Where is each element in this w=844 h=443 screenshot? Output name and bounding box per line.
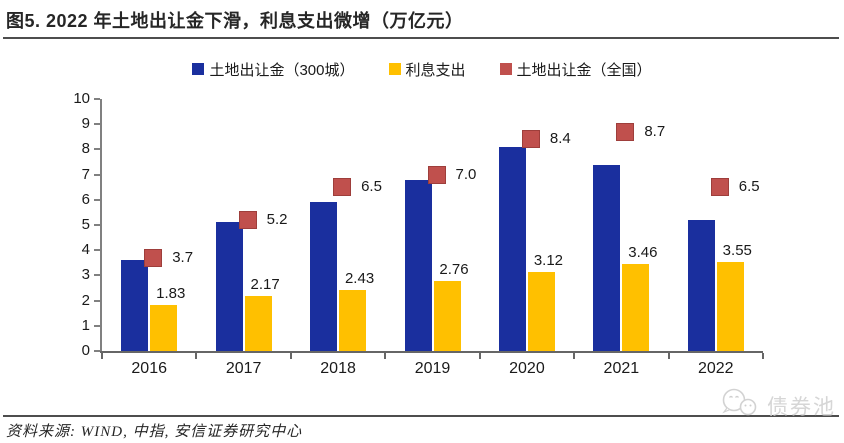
bar-interest-expense [339, 289, 367, 351]
legend-item-label: 土地出让金（300城） [209, 61, 355, 79]
x-axis-label: 2021 [603, 360, 640, 377]
y-axis-tick [94, 148, 100, 151]
national-land-marker [144, 248, 163, 267]
bar-land-300city [310, 202, 338, 351]
bar-land-300city [498, 146, 526, 351]
source-note: 资料来源: WIND, 中指, 安信证券研究中心 [6, 424, 303, 440]
y-axis-tick [94, 249, 100, 252]
title-rule [3, 37, 839, 39]
y-axis-label: 7 [81, 165, 90, 183]
y-axis-label: 5 [81, 216, 90, 233]
legend-item-2: 土地出让金（全国） [499, 59, 652, 80]
x-axis-tick [195, 353, 198, 359]
y-axis-label: 3 [81, 266, 90, 284]
x-axis-tick [573, 353, 576, 359]
x-axis-label: 2019 [414, 360, 451, 377]
legend-item-label: 土地出让金（全国） [516, 61, 652, 79]
x-axis-label: 2016 [131, 360, 167, 377]
x-axis-tick [384, 353, 387, 359]
bar-interest-expense [716, 261, 744, 351]
bar-land-300city [687, 219, 715, 351]
interest-value-label: 2.17 [250, 276, 280, 294]
national-land-value-label: 8.7 [644, 122, 666, 140]
legend-swatch-icon [388, 63, 401, 75]
bar-land-300city [404, 179, 432, 351]
y-axis-tick [94, 123, 100, 126]
bar-interest-expense [244, 296, 272, 351]
x-axis-tick [762, 353, 764, 359]
footer-rule [3, 415, 839, 417]
bar-interest-expense [433, 281, 461, 351]
chart-legend: 土地出让金（300城） 利息支出 土地出让金（全国） [0, 58, 844, 80]
national-land-marker [616, 122, 635, 141]
y-axis-label: 1 [81, 316, 90, 334]
x-axis-tick [478, 353, 481, 359]
legend-item-1: 利息支出 [388, 59, 466, 80]
watermark-text: 债券池 [767, 395, 836, 419]
x-axis-line [100, 351, 763, 353]
national-land-marker [333, 178, 352, 197]
bar-land-300city [593, 164, 621, 351]
interest-value-label: 3.46 [628, 243, 658, 261]
national-land-marker [427, 165, 446, 184]
watermark: 债券池 [719, 388, 836, 423]
x-axis-tick [101, 353, 103, 359]
legend-swatch-icon [499, 63, 512, 75]
x-axis-label: 2018 [320, 360, 356, 377]
x-axis-label: 2022 [697, 360, 734, 377]
y-axis-label: 2 [81, 291, 90, 309]
y-axis-label: 6 [81, 190, 90, 208]
wechat-icon [719, 388, 761, 423]
national-land-value-label: 3.7 [172, 248, 194, 266]
national-land-marker [521, 130, 540, 149]
y-axis-line [100, 99, 102, 351]
x-axis-label: 2017 [225, 360, 262, 377]
legend-swatch-icon [192, 63, 205, 75]
interest-value-label: 3.55 [722, 241, 752, 259]
interest-value-label: 1.83 [156, 284, 186, 302]
x-axis-tick [289, 353, 292, 359]
interest-value-label: 2.76 [439, 261, 469, 279]
y-axis-tick [94, 324, 100, 327]
national-land-value-label: 7.0 [455, 165, 477, 183]
legend-item-0: 土地出让金（300城） [192, 59, 355, 80]
y-axis-label: 10 [73, 90, 90, 107]
bar-land-300city [215, 222, 243, 351]
y-axis-label: 9 [81, 115, 90, 133]
y-axis-tick [94, 198, 100, 201]
national-land-value-label: 6.5 [361, 178, 382, 196]
x-axis-label: 2020 [509, 360, 545, 377]
y-axis-tick [94, 274, 100, 277]
x-axis-tick [667, 353, 670, 359]
y-axis-tick [94, 350, 100, 352]
y-axis-tick [94, 299, 100, 302]
y-axis-label: 8 [81, 140, 90, 158]
bar-interest-expense [622, 263, 650, 351]
y-axis-label: 0 [81, 342, 90, 359]
interest-value-label: 3.12 [533, 252, 564, 270]
figure-title: 图5. 2022 年土地出让金下滑，利息支出微增（万亿元） [6, 11, 464, 31]
y-axis-label: 4 [81, 241, 90, 259]
legend-item-label: 利息支出 [405, 61, 466, 79]
bar-interest-expense [527, 272, 555, 351]
bar-interest-expense [150, 304, 178, 351]
national-land-value-label: 5.2 [266, 210, 288, 228]
y-axis-tick [94, 224, 100, 226]
national-land-value-label: 8.4 [549, 130, 571, 148]
y-axis-tick [94, 98, 100, 100]
plot-area: 0 1 2 3 4 5 6 7 8 9 10 1.83 3.7 2016 2.17 5.2 2017 2.43 6.… [73, 90, 764, 377]
national-land-value-label: 6.5 [738, 178, 760, 196]
national-land-marker [238, 210, 257, 229]
interest-value-label: 2.43 [344, 269, 375, 287]
national-land-marker [710, 178, 729, 197]
y-axis-tick [94, 173, 100, 176]
bar-land-300city [121, 260, 149, 351]
